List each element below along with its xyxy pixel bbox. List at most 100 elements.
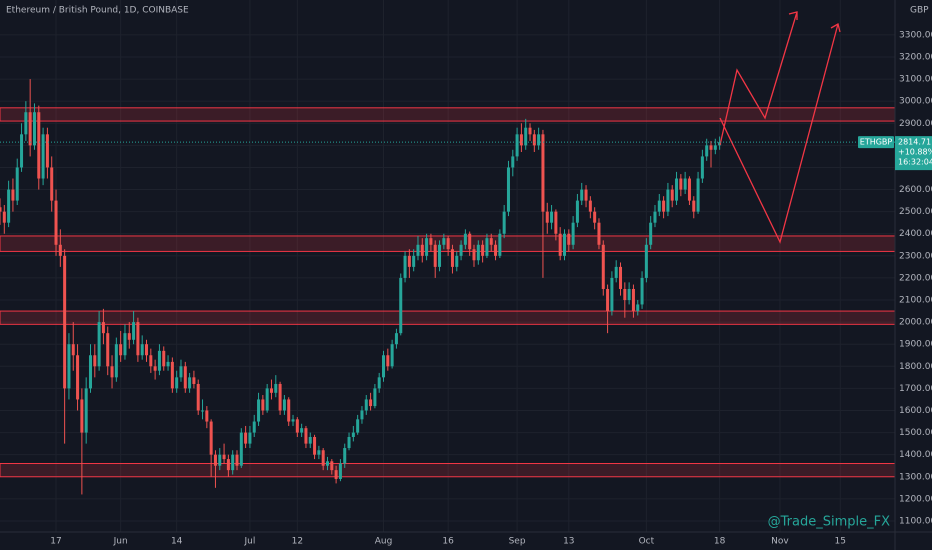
- candle-body: [623, 288, 627, 301]
- y-tick-label: 1500.00: [899, 428, 932, 438]
- candle-body: [450, 249, 454, 267]
- candle-body: [360, 410, 364, 420]
- candle-body: [205, 410, 209, 422]
- candle-body: [545, 211, 549, 223]
- y-tick-label: 3000.00: [899, 97, 932, 107]
- candle-body: [145, 344, 149, 356]
- candle-body: [606, 288, 610, 312]
- candle-body: [50, 167, 54, 201]
- candle-body: [282, 399, 286, 411]
- candle-body: [32, 112, 36, 146]
- candle-body: [489, 238, 493, 245]
- y-tick-label: 3100.00: [899, 75, 932, 85]
- candle-body: [567, 233, 571, 245]
- zone: [0, 463, 896, 478]
- candle-body: [403, 255, 407, 278]
- candle-body: [666, 189, 670, 212]
- candle-body: [593, 211, 597, 223]
- candle-body: [278, 383, 282, 411]
- candle-body: [265, 388, 269, 411]
- y-tick-label: 1900.00: [899, 340, 932, 350]
- candle-body: [636, 304, 640, 312]
- candle-body: [390, 344, 394, 367]
- y-tick-label: 2400.00: [899, 229, 932, 239]
- candle-body: [231, 454, 235, 471]
- candle-body: [45, 134, 49, 168]
- candle-body: [519, 134, 523, 146]
- x-tick-label: 13: [563, 537, 574, 547]
- candle-body: [476, 244, 480, 261]
- y-tick-label: 2000.00: [899, 318, 932, 328]
- candle-body: [84, 388, 88, 433]
- candle-body: [373, 388, 377, 407]
- symbol-label: ETHGBP: [860, 138, 893, 147]
- candle-body: [269, 388, 273, 393]
- candle-body: [321, 450, 325, 466]
- candle-body: [291, 419, 295, 422]
- candle-body: [175, 377, 179, 389]
- candle-body: [679, 178, 683, 190]
- y-tick-label: 3200.00: [899, 53, 932, 63]
- projection-path: [719, 23, 839, 244]
- y-tick-label: 2600.00: [899, 185, 932, 195]
- y-tick-label: 2100.00: [899, 296, 932, 306]
- candle-body: [562, 233, 567, 256]
- candle-body: [274, 383, 278, 393]
- candle-body: [28, 112, 32, 146]
- candle-body: [644, 244, 648, 278]
- x-tick-label: Oct: [639, 537, 655, 547]
- candle-body: [257, 399, 261, 422]
- x-tick-label: Nov: [771, 537, 789, 547]
- candle-body: [132, 322, 136, 340]
- candle-body: [308, 437, 312, 444]
- candle-body: [188, 377, 192, 389]
- candle-body: [692, 200, 696, 212]
- candle-body: [304, 428, 308, 444]
- currency-label: GBP: [910, 6, 929, 16]
- candle-body: [502, 211, 506, 234]
- y-tick-label: 2900.00: [899, 119, 932, 129]
- candle-body: [7, 189, 11, 223]
- candle-body: [101, 322, 105, 334]
- candle-body: [588, 200, 592, 212]
- candle-body: [438, 244, 442, 267]
- arrow-head: [830, 23, 841, 33]
- candle-body: [11, 189, 15, 201]
- candle-body: [252, 421, 256, 433]
- candle-body: [709, 145, 713, 150]
- y-tick-label: 1400.00: [899, 450, 932, 460]
- candle-body: [58, 244, 62, 256]
- y-tick-label: 1200.00: [899, 494, 932, 504]
- candle-body: [537, 134, 541, 146]
- candle-body: [24, 112, 28, 135]
- candle-body: [88, 355, 92, 389]
- candle-body: [485, 238, 489, 256]
- candle-body: [619, 266, 623, 289]
- symbol-box: [858, 136, 894, 149]
- candle-body: [580, 189, 584, 201]
- y-tick-label: 2200.00: [899, 273, 932, 283]
- candle-body: [244, 432, 248, 444]
- price-box: [895, 136, 932, 171]
- candle-body: [420, 244, 424, 256]
- projection-path: [719, 11, 798, 146]
- candle-body: [558, 233, 562, 256]
- candle-body: [37, 112, 41, 179]
- projection: [719, 11, 841, 244]
- y-tick-label: 2300.00: [899, 251, 932, 261]
- candle-body: [575, 200, 579, 223]
- candle-body: [313, 437, 317, 455]
- candle-body: [166, 361, 170, 367]
- x-tick-label: 16: [442, 537, 454, 547]
- candle-body: [127, 333, 131, 340]
- candle-body: [63, 255, 67, 389]
- candle-body: [325, 461, 329, 466]
- candle-body: [338, 463, 342, 479]
- candle-body: [597, 222, 601, 245]
- candle-body: [334, 470, 338, 479]
- candle-body: [614, 266, 618, 278]
- candle-body: [601, 244, 605, 289]
- candle-body: [472, 249, 476, 261]
- candle-body: [20, 134, 24, 168]
